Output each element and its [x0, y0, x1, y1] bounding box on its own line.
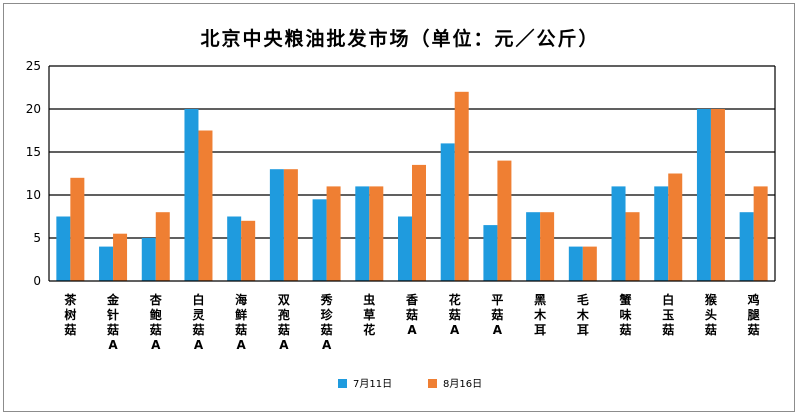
- bar: [440, 143, 455, 281]
- bar: [739, 212, 754, 281]
- x-tick-label: 鸡腿菇: [747, 292, 761, 337]
- bar: [753, 186, 768, 281]
- x-tick-label: 平菇 A: [491, 293, 503, 337]
- bar: [141, 238, 156, 281]
- bar: [70, 177, 85, 281]
- legend: 7月11日 8月16日: [338, 378, 482, 390]
- bar: [668, 173, 683, 281]
- bar: [184, 109, 199, 281]
- y-tick-label: 25: [26, 59, 41, 73]
- bar: [454, 91, 469, 281]
- x-tick-label: 黑木耳: [533, 293, 547, 337]
- bar: [611, 186, 626, 281]
- bar: [497, 160, 512, 281]
- legend-swatch: [428, 379, 437, 388]
- x-tick-label: 茶树菇: [63, 292, 77, 337]
- bar: [241, 220, 256, 281]
- x-tick-label: 白玉菇: [662, 292, 674, 337]
- y-tick-label: 10: [26, 188, 41, 202]
- x-tick-label: 杏鲍菇 A: [149, 292, 162, 352]
- y-tick-label: 20: [26, 102, 41, 116]
- x-tick-label: 白灵菇 A: [192, 292, 205, 352]
- bar: [198, 130, 213, 281]
- x-tick-label: 香菇 A: [405, 292, 418, 337]
- x-tick-label: 毛木耳: [576, 292, 590, 337]
- bar: [540, 212, 555, 281]
- x-tick-label: 秀珍菇 A: [320, 292, 334, 352]
- bar: [269, 169, 284, 281]
- bars: [56, 91, 768, 281]
- x-tick-label: 花菇 A: [449, 292, 461, 337]
- bar: [568, 246, 583, 281]
- x-tick-label: 虫草花: [363, 292, 375, 337]
- bar: [412, 164, 426, 281]
- chart-title: 北京中央粮油批发市场（单位：元／公斤）: [200, 28, 600, 50]
- bar: [283, 169, 298, 281]
- bar: [56, 216, 71, 281]
- bar: [625, 212, 640, 281]
- bar: [654, 186, 669, 281]
- category-labels: 茶树菇 金针菇 A 杏鲍菇 A 白灵菇 A 海鲜菇 A 双孢菇 A 秀珍菇 A 虫草花 香菇 A 花菇 A 平菇 A 黑…: [63, 292, 760, 352]
- bar: [113, 233, 128, 281]
- bar: [483, 225, 498, 281]
- y-tick-label: 5: [33, 231, 41, 245]
- y-tick-label: 0: [33, 274, 41, 288]
- x-tick-label: 双孢菇 A: [278, 293, 290, 352]
- legend-swatch: [338, 379, 347, 388]
- bar: [526, 212, 541, 281]
- bar: [99, 246, 114, 281]
- bar: [398, 216, 412, 281]
- y-tick-label: 15: [26, 145, 41, 159]
- x-tick-label: 海鲜菇 A: [235, 292, 247, 352]
- x-tick-label: 蟹味菇: [619, 292, 632, 337]
- legend-label: 7月11日: [353, 378, 392, 390]
- bar: [227, 216, 242, 281]
- bar: [582, 246, 597, 281]
- bar: [369, 186, 384, 281]
- x-tick-label: 猴头菇: [705, 292, 718, 337]
- legend-label: 8月16日: [443, 378, 482, 390]
- bar: [696, 109, 711, 281]
- bar: [312, 199, 327, 281]
- bar: [355, 186, 370, 281]
- x-tick-label: 金针菇 A: [106, 292, 120, 352]
- y-tick-labels: 0 5 10 15 20 25: [26, 59, 41, 288]
- bar: [155, 212, 170, 281]
- bar: [710, 109, 725, 281]
- axes: [48, 66, 776, 282]
- bar: [326, 186, 341, 281]
